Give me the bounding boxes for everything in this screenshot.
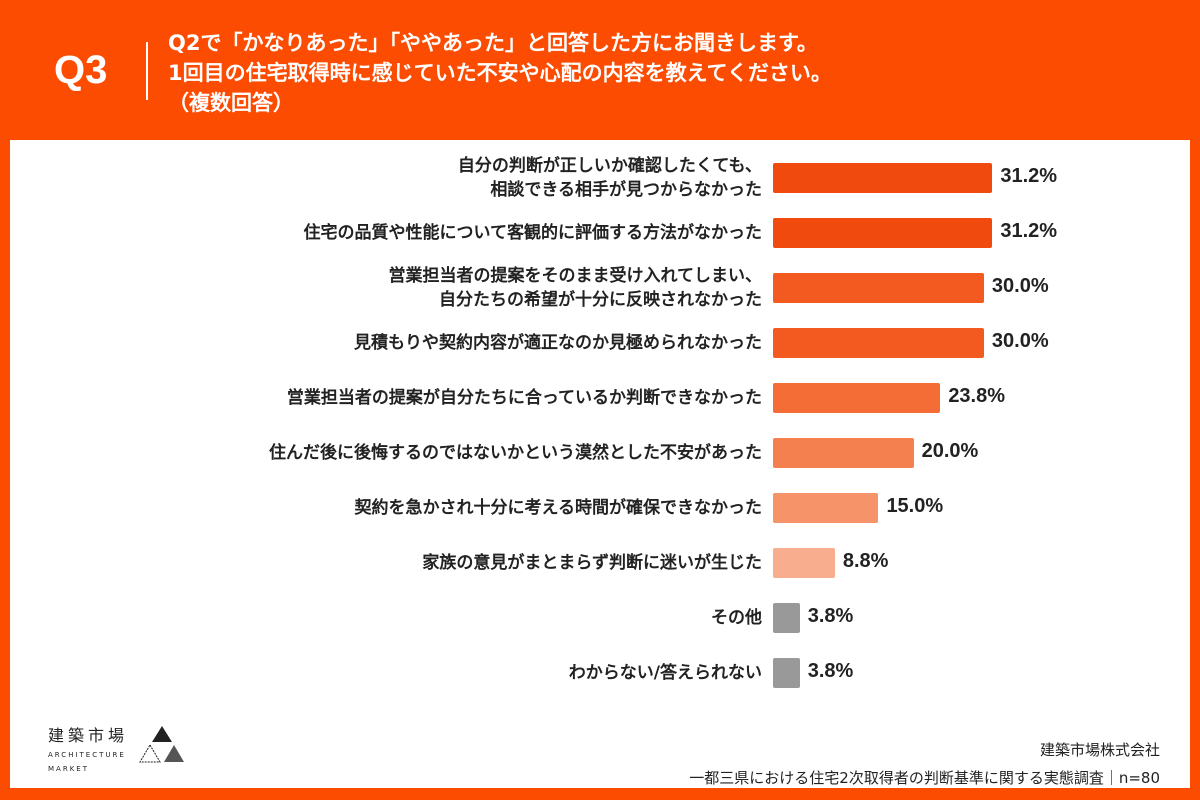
value-label: 8.8% [842,550,889,572]
logo: 建築市場 ARCHITECTURE MARKET [48,722,128,774]
category-label: 契約を急かされ十分に考える時間が確保できなかった [355,483,763,533]
category-label: 営業担当者の提案が自分たちに合っているか判断できなかった [287,373,762,423]
title-line: （複数回答） [168,91,294,115]
header: Q3 Q2で「かなりあった」「ややあった」と回答した方にお聞きします。 1回目の… [0,0,1200,140]
logo-en: MARKET [48,765,89,773]
bar-row: 家族の意見がまとまらず判断に迷いが生じた 8.8% [0,538,1200,588]
category-label-line: 見積もりや契約内容が適正なのか見極められなかった [354,333,762,353]
question-number: Q3 [54,48,108,92]
bar-row: 契約を急かされ十分に考える時間が確保できなかった 15.0% [0,483,1200,533]
bar [773,218,993,248]
value-label: 3.8% [807,605,854,627]
category-label-line: 自分たちの希望が十分に反映されなかった [439,290,762,310]
title-line: 1回目の住宅取得時に感じていた不安や心配の内容を教えてください。 [168,61,832,85]
value-label: 15.0% [886,495,944,517]
divider [146,42,148,100]
bar-row: 営業担当者の提案をそのまま受け入れてしまい、自分たちの希望が十分に反映されなかっ… [0,263,1200,313]
category-label: 家族の意見がまとまらず判断に迷いが生じた [422,538,762,588]
logo-jp: 建築市場 [48,726,129,745]
category-label-line: その他 [711,608,762,628]
value-label: 23.8% [948,385,1006,407]
chart-panel [10,140,1190,788]
category-label-line: 住んだ後に後悔するのではないかという漠然とした不安があった [269,443,762,463]
survey-note: 一都三県における住宅2次取得者の判断基準に関する実態調査｜n=80 [689,769,1160,787]
category-label-line: 家族の意見がまとまらず判断に迷いが生じた [422,553,762,573]
bar [773,328,984,358]
category-label-line: 営業担当者の提案が自分たちに合っているか判断できなかった [286,388,762,408]
bar [773,383,941,413]
value-label: 20.0% [921,440,979,462]
category-label: 自分の判断が正しいか確認したくても、相談できる相手が見つからなかった [458,153,762,203]
logo-triangles-icon [139,726,184,763]
bar-row: 住んだ後に後悔するのではないかという漠然とした不安があった 20.0% [0,428,1200,478]
category-label: わからない/答えられない [569,648,762,698]
category-label: 住んだ後に後悔するのではないかという漠然とした不安があった [269,428,762,478]
value-label: 30.0% [991,275,1049,297]
category-label-line: 契約を急かされ十分に考える時間が確保できなかった [354,498,763,518]
value-label: 30.0% [991,330,1049,352]
category-label: その他 [711,593,762,643]
category-label-line: わからない/答えられない [568,663,762,683]
category-label-line: 自分の判断が正しいか確認したくても、 [457,156,762,176]
value-label: 3.8% [807,660,854,682]
footer: 建築市場株式会社 一都三県における住宅2次取得者の判断基準に関する実態調査｜n=… [689,736,1160,792]
category-label: 住宅の品質や性能について客観的に評価する方法がなかった [304,208,763,258]
value-label: 31.2% [1000,220,1058,242]
bar-row: 営業担当者の提案が自分たちに合っているか判断できなかった 23.8% [0,373,1200,423]
category-label-line: 相談できる相手が見つからなかった [490,180,762,200]
bar-row: 見積もりや契約内容が適正なのか見極められなかった 30.0% [0,318,1200,368]
category-label: 営業担当者の提案をそのまま受け入れてしまい、自分たちの希望が十分に反映されなかっ… [389,263,763,313]
question-title: Q2で「かなりあった」「ややあった」と回答した方にお聞きします。 1回目の住宅取… [168,28,832,118]
bar-row: その他 3.8% [0,593,1200,643]
bar-row: 自分の判断が正しいか確認したくても、相談できる相手が見つからなかった 31.2% [0,153,1200,203]
bar [773,603,800,633]
bar [773,493,879,523]
category-label-line: 住宅の品質や性能について客観的に評価する方法がなかった [303,223,763,243]
bar-row: わからない/答えられない 3.8% [0,648,1200,698]
bar-row: 住宅の品質や性能について客観的に評価する方法がなかった 31.2% [0,208,1200,258]
bar [773,548,835,578]
bar [773,163,993,193]
bar [773,438,914,468]
company-name: 建築市場株式会社 [1039,741,1160,759]
title-line: Q2で「かなりあった」「ややあった」と回答した方にお聞きします。 [168,31,818,55]
bar [773,658,800,688]
bar [773,273,984,303]
category-label: 見積もりや契約内容が適正なのか見極められなかった [354,318,762,368]
logo-en: ARCHITECTURE [48,751,126,759]
category-label-line: 営業担当者の提案をそのまま受け入れてしまい、 [388,266,763,286]
value-label: 31.2% [1000,165,1058,187]
